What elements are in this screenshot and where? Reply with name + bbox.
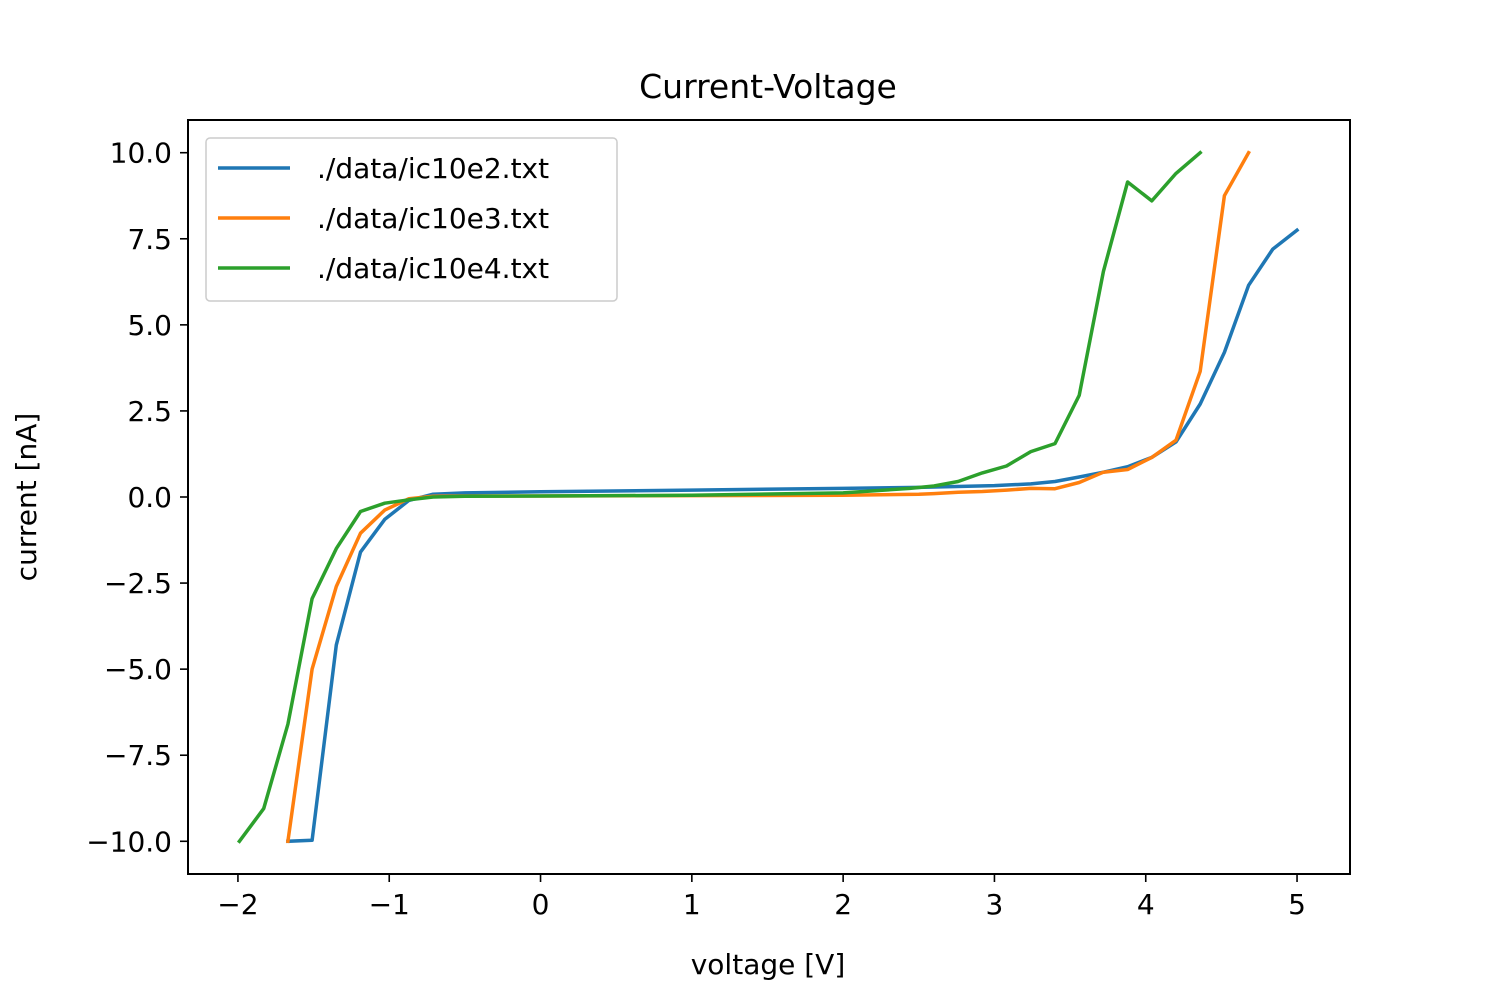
y-tick-label: 5.0 bbox=[127, 309, 172, 342]
series-line-3 bbox=[236, 150, 1203, 844]
series-layer bbox=[236, 150, 1300, 844]
x-tick-label: 4 bbox=[1137, 888, 1155, 921]
legend-box bbox=[205, 137, 618, 302]
y-axis: −10.0 −7.5 −5.0 −2.5 0.0 2.5 5.0 7.5 10.0 bbox=[86, 137, 188, 858]
legend-label-2: ./data/ic10e3.txt bbox=[317, 202, 549, 235]
chart-title: Current-Voltage bbox=[639, 67, 897, 106]
x-tick-label: −2 bbox=[217, 888, 258, 921]
x-axis: −2 −1 0 1 2 3 4 5 bbox=[217, 874, 1306, 921]
y-axis-label: current [nA] bbox=[10, 413, 43, 582]
series-line-2 bbox=[285, 150, 1251, 844]
x-tick-label: −1 bbox=[369, 888, 410, 921]
y-tick-label: 0.0 bbox=[127, 481, 172, 514]
legend-label-3: ./data/ic10e4.txt bbox=[317, 252, 549, 285]
series-line-1 bbox=[286, 227, 1300, 844]
y-tick-label: 10.0 bbox=[110, 137, 172, 170]
y-tick-label: −10.0 bbox=[86, 825, 172, 858]
legend: ./data/ic10e2.txt ./data/ic10e3.txt ./data… bbox=[205, 137, 618, 302]
x-tick-label: 5 bbox=[1288, 888, 1306, 921]
y-tick-label: 2.5 bbox=[127, 395, 172, 428]
x-tick-label: 2 bbox=[834, 888, 852, 921]
legend-label-1: ./data/ic10e2.txt bbox=[317, 152, 549, 185]
y-tick-label: −7.5 bbox=[104, 739, 172, 772]
x-axis-label: voltage [V] bbox=[691, 948, 846, 981]
y-tick-label: 7.5 bbox=[127, 223, 172, 256]
y-tick-label: −5.0 bbox=[104, 653, 172, 686]
x-tick-label: 3 bbox=[986, 888, 1004, 921]
x-tick-label: 1 bbox=[683, 888, 701, 921]
x-tick-label: 0 bbox=[532, 888, 550, 921]
y-tick-label: −2.5 bbox=[104, 567, 172, 600]
